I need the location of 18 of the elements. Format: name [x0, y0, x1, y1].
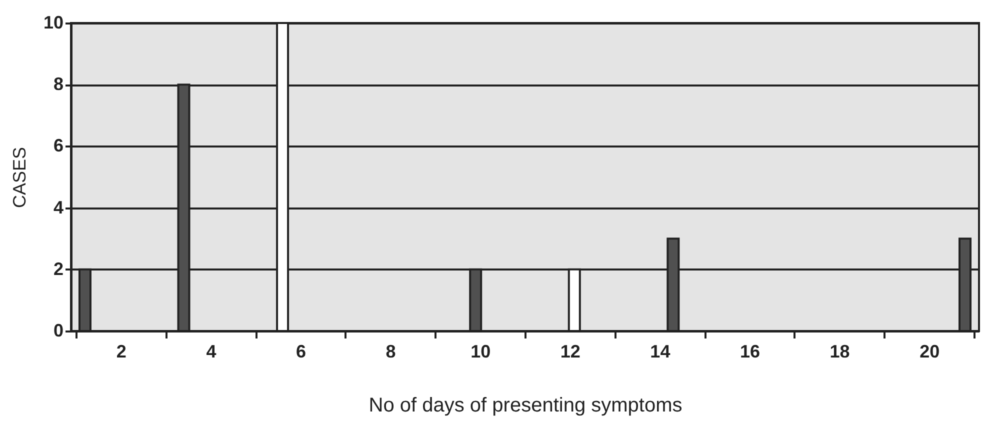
x-tick-label: 8	[386, 342, 396, 362]
x-axis-title: No of days of presenting symptoms	[368, 394, 682, 416]
y-axis-title: CASES	[9, 146, 30, 208]
y-tick-label: 0	[53, 320, 64, 340]
x-tick-label: 14	[650, 342, 670, 362]
x-tick-label: 20	[920, 342, 940, 362]
x-tick-label: 16	[740, 342, 760, 362]
y-tick-label: 8	[53, 74, 64, 94]
x-tick-label: 6	[296, 342, 306, 362]
x-tick-label: 2	[116, 342, 126, 362]
x-tick-label: 4	[206, 342, 216, 362]
y-tick-label: 2	[53, 258, 64, 279]
y-tick-label: 6	[53, 136, 64, 156]
y-tick-label: 4	[53, 197, 64, 218]
x-tick-label: 18	[830, 342, 850, 362]
y-tick-label: 10	[43, 12, 64, 32]
x-tick-label: 12	[560, 342, 580, 362]
x-tick-label: 10	[470, 342, 491, 362]
